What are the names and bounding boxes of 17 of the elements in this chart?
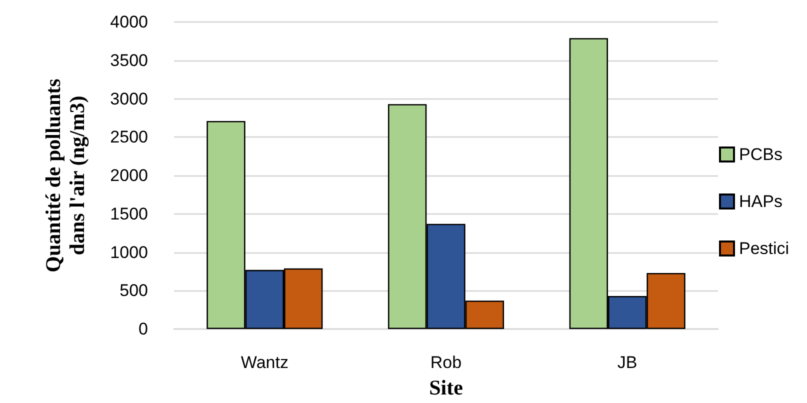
y-axis-title: Quantité de polluants dans l'air (ng/m3)	[41, 78, 89, 272]
x-tick-label: Rob	[430, 353, 462, 372]
y-tick-label: 2500	[110, 128, 148, 147]
x-tick-label: JB	[617, 353, 638, 372]
legend-label: Pestici	[739, 239, 790, 258]
legend-label: HAPs	[739, 192, 782, 211]
y-tick-label: 0	[138, 320, 148, 338]
legend-label: PCBs	[739, 145, 782, 164]
y-tick-label: 500	[120, 281, 148, 300]
y-tick-label: 3000	[110, 89, 148, 108]
y-tick-label: 4000	[110, 12, 148, 32]
x-tick-label: Wantz	[240, 353, 288, 372]
x-axis-title: Site	[429, 376, 463, 400]
y-tick-label: 3500	[110, 50, 148, 70]
y-tick-label: 1000	[110, 242, 148, 262]
y-tick-label: 2000	[110, 166, 148, 185]
y-tick-label: 1500	[110, 204, 148, 224]
